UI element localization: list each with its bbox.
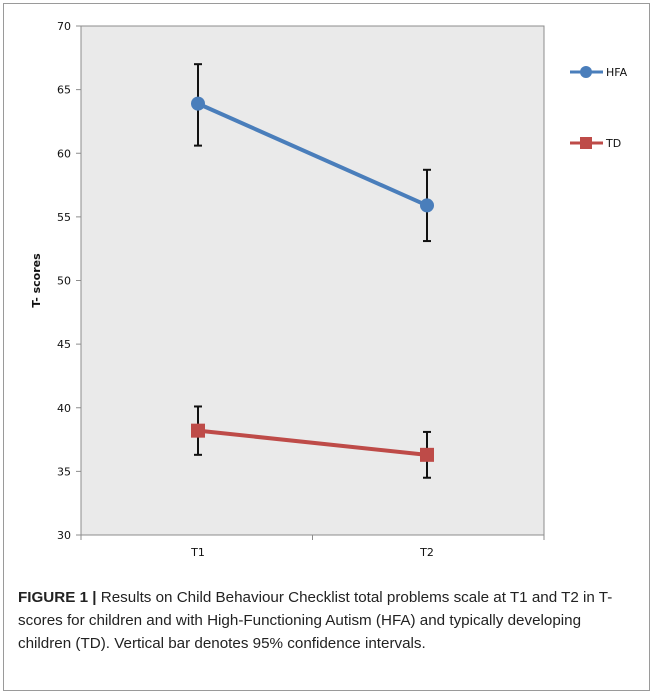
y-tick-label: 70 <box>57 20 71 33</box>
y-tick-label: 30 <box>57 529 71 542</box>
data-point-td <box>191 423 205 438</box>
x-tick-label: T1 <box>190 546 205 559</box>
x-tick-label: T2 <box>419 546 434 559</box>
series-layer <box>191 63 434 479</box>
legend: HFA TD <box>570 66 628 150</box>
y-tick-label: 50 <box>57 275 71 288</box>
figure-frame <box>3 3 650 691</box>
plot-area <box>80 25 545 536</box>
y-tick-label: 45 <box>57 338 71 351</box>
y-tick-label: 60 <box>57 147 71 160</box>
y-tick-label: 65 <box>57 84 71 97</box>
series-line-hfa <box>197 101 428 208</box>
y-tick-label: 40 <box>57 402 71 415</box>
figure-label: FIGURE 1 | <box>18 589 97 606</box>
data-point-hfa <box>420 198 434 213</box>
y-axis-label: T- scores <box>30 253 43 308</box>
legend-item-hfa: HFA <box>570 66 628 79</box>
y-tick-label: 35 <box>57 465 71 478</box>
series-line-td <box>197 428 428 457</box>
legend-label: HFA <box>606 66 628 79</box>
legend-item-td: TD <box>570 137 621 150</box>
data-point-hfa <box>191 96 205 111</box>
series-hfa <box>191 63 434 243</box>
caption-text: Results on Child Behaviour Checklist tot… <box>18 589 613 652</box>
y-tick-label: 55 <box>57 211 71 224</box>
line-chart: 30 35 40 45 50 55 60 65 70 T1 T2 T- scores HFA TD <box>30 20 628 559</box>
x-axis: T1 T2 <box>80 534 545 559</box>
series-td <box>191 405 434 479</box>
figure-caption: FIGURE 1 | Results on Child Behaviour Ch… <box>18 586 638 655</box>
legend-label: TD <box>605 137 621 150</box>
legend-marker <box>580 66 592 78</box>
legend-marker <box>580 137 592 149</box>
y-axis: 30 35 40 45 50 55 60 65 70 <box>57 20 82 542</box>
data-point-td <box>420 447 434 462</box>
